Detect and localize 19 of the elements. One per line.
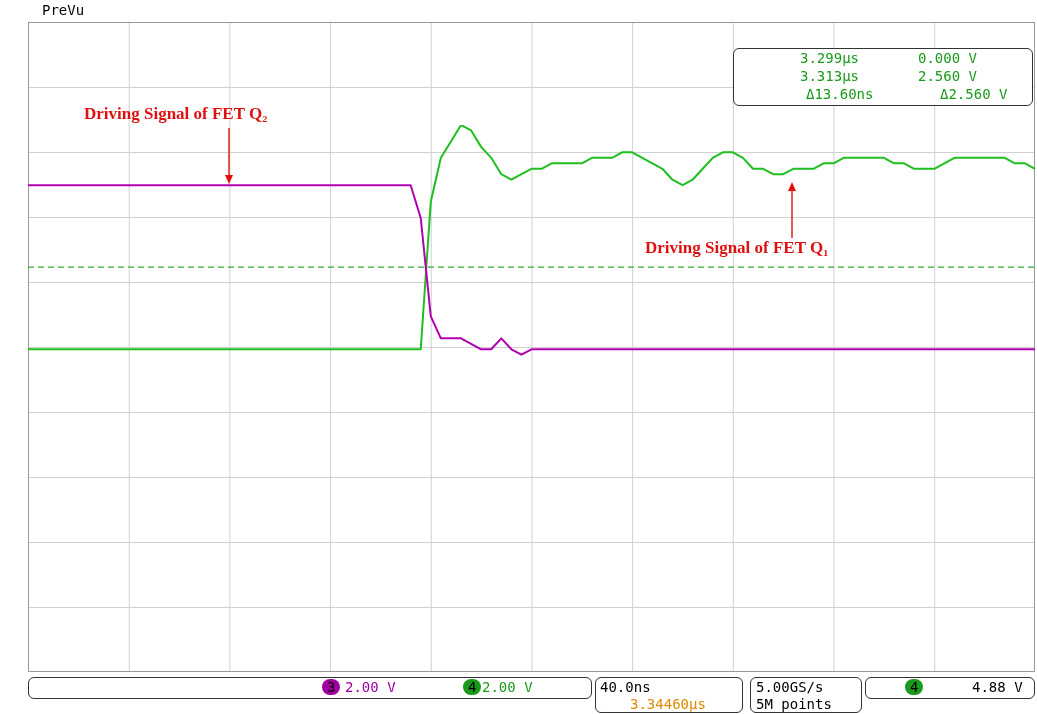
text: Δ13.60ns [806,86,874,102]
text: 0.000 V [918,50,978,66]
text: 4 [463,679,482,695]
text: Driving Signal of FET Q₂ [84,104,268,124]
text: 4.88 V [972,679,1023,695]
text: 3.299µs [800,50,860,66]
text: 3.34460µs [630,696,706,712]
text: 2.00 V [345,679,396,695]
text: 3.313µs [800,68,860,84]
text: 2.00 V [482,679,533,695]
text: 3 [322,679,341,695]
text: 5M points [756,696,832,712]
text: 5.00GS/s [756,679,824,695]
text: PreVu [42,2,85,18]
text: 2.560 V [918,68,978,84]
text: 40.0ns [600,679,651,695]
text: Δ2.560 V [940,86,1008,102]
text: 4 [905,679,924,695]
annotation: Driving Signal of FET Q₁ [645,238,829,258]
